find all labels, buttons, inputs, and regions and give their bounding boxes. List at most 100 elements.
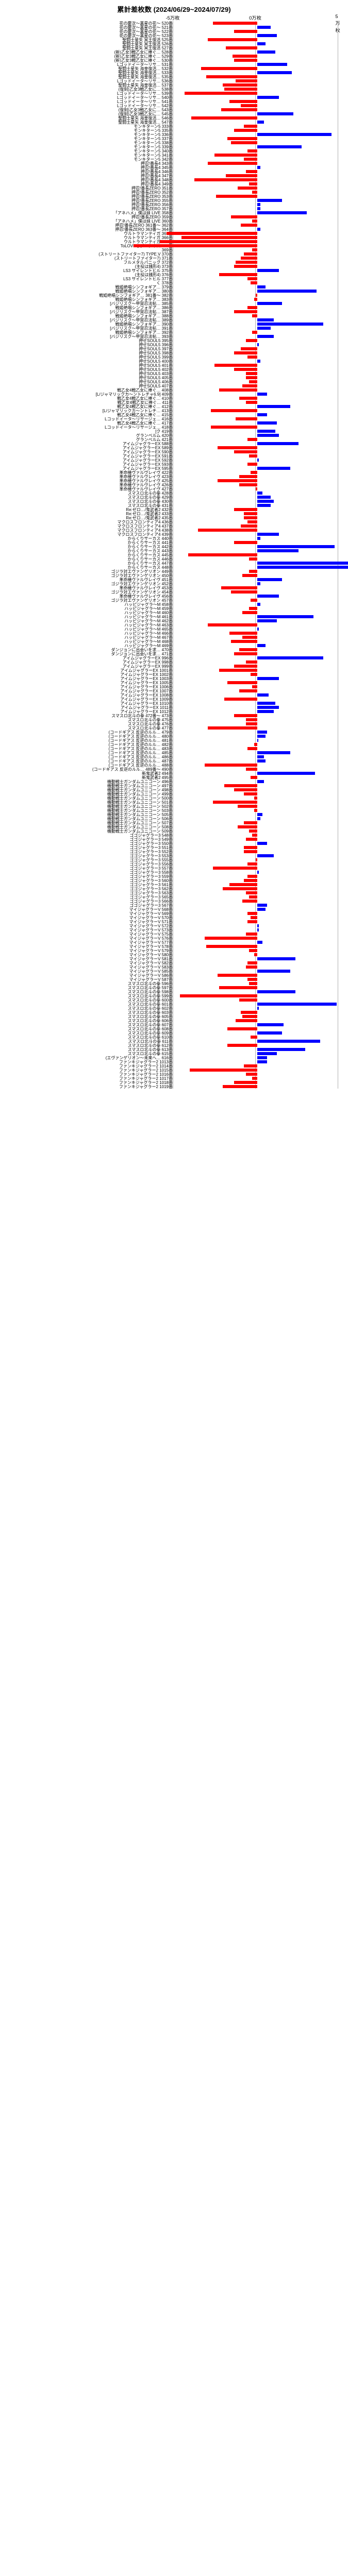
bar-zone — [175, 812, 340, 817]
bar — [257, 755, 264, 758]
bar — [257, 63, 287, 66]
bar-zone — [175, 306, 340, 310]
bar — [234, 508, 257, 511]
bar-zone — [175, 326, 340, 330]
bar — [234, 788, 257, 791]
bar — [242, 636, 257, 639]
bar — [257, 677, 279, 680]
bar — [234, 652, 257, 655]
bar-zone — [175, 91, 340, 95]
bar — [231, 640, 257, 643]
bar-zone — [175, 631, 340, 635]
bar-zone — [175, 755, 340, 759]
bar-zone — [175, 178, 340, 182]
bar — [211, 426, 257, 429]
bar-zone — [175, 709, 340, 714]
bar-zone — [175, 474, 340, 479]
bar-zone — [175, 1060, 340, 1064]
bar-zone — [175, 351, 340, 355]
bar-zone — [175, 858, 340, 862]
bar — [223, 1085, 257, 1088]
bar — [227, 137, 257, 140]
bar-zone — [175, 623, 340, 627]
bar — [257, 203, 260, 206]
bar — [208, 38, 257, 41]
bar-zone — [175, 928, 340, 932]
bar-zone — [175, 409, 340, 413]
bar — [257, 706, 279, 709]
bar — [246, 891, 257, 894]
bar — [246, 376, 257, 379]
bar — [238, 805, 257, 808]
bar — [234, 351, 257, 354]
bar-zone — [175, 594, 340, 598]
bar-zone — [175, 343, 340, 347]
bar-zone — [175, 850, 340, 854]
bar — [239, 397, 257, 400]
bar-zone — [175, 779, 340, 784]
bar-zone — [175, 895, 340, 899]
bar-zone — [175, 62, 340, 66]
bar — [218, 479, 257, 482]
bar — [231, 141, 257, 144]
bar — [251, 776, 257, 779]
bar-zone — [175, 866, 340, 870]
bar-zone — [175, 58, 340, 62]
bar — [247, 149, 257, 152]
bar — [239, 483, 257, 486]
bar — [257, 112, 293, 115]
bar-zone — [175, 454, 340, 458]
bar-zone — [175, 421, 340, 425]
bar-zone — [175, 788, 340, 792]
bar — [257, 780, 264, 783]
bar-zone — [175, 66, 340, 71]
bar-zone — [175, 207, 340, 211]
bar-zone — [175, 54, 340, 58]
bar-zone — [175, 1076, 340, 1080]
bar-zone — [175, 874, 340, 878]
bar — [257, 42, 266, 45]
bar-zone — [175, 602, 340, 606]
bar-zone — [175, 878, 340, 883]
bar — [257, 562, 348, 565]
bar-zone — [175, 932, 340, 936]
bar — [236, 261, 257, 264]
bar — [249, 182, 257, 185]
bar — [257, 343, 259, 346]
bar — [246, 401, 257, 404]
bar-zone — [175, 281, 340, 285]
bar — [208, 162, 257, 165]
bar-zone — [175, 1064, 340, 1068]
bar — [234, 30, 257, 33]
bar-zone — [175, 314, 340, 318]
bar-zone — [175, 132, 340, 137]
bar — [254, 953, 257, 956]
bar — [257, 434, 279, 437]
bar — [244, 846, 257, 849]
bar — [249, 949, 257, 952]
bar-zone — [175, 128, 340, 132]
bar — [257, 393, 267, 396]
bar — [257, 537, 260, 540]
bar — [229, 632, 257, 635]
bar — [251, 281, 257, 284]
bar-zone — [175, 1002, 340, 1006]
bar — [206, 945, 257, 948]
bar-zone — [175, 244, 340, 248]
bar-zone — [175, 792, 340, 796]
bar — [244, 512, 257, 515]
bar-zone — [175, 310, 340, 314]
bar-zone — [175, 586, 340, 590]
bar-zone — [175, 417, 340, 421]
bar — [242, 900, 257, 903]
bar-zone — [175, 804, 340, 808]
bar — [257, 1007, 259, 1010]
bar — [257, 615, 313, 618]
bar — [241, 104, 257, 107]
bar-zone — [175, 429, 340, 433]
bar-zone — [175, 1047, 340, 1052]
bar-zone — [175, 400, 340, 404]
bar-zone — [175, 656, 340, 660]
bar — [181, 236, 257, 239]
bar-zone — [175, 557, 340, 561]
